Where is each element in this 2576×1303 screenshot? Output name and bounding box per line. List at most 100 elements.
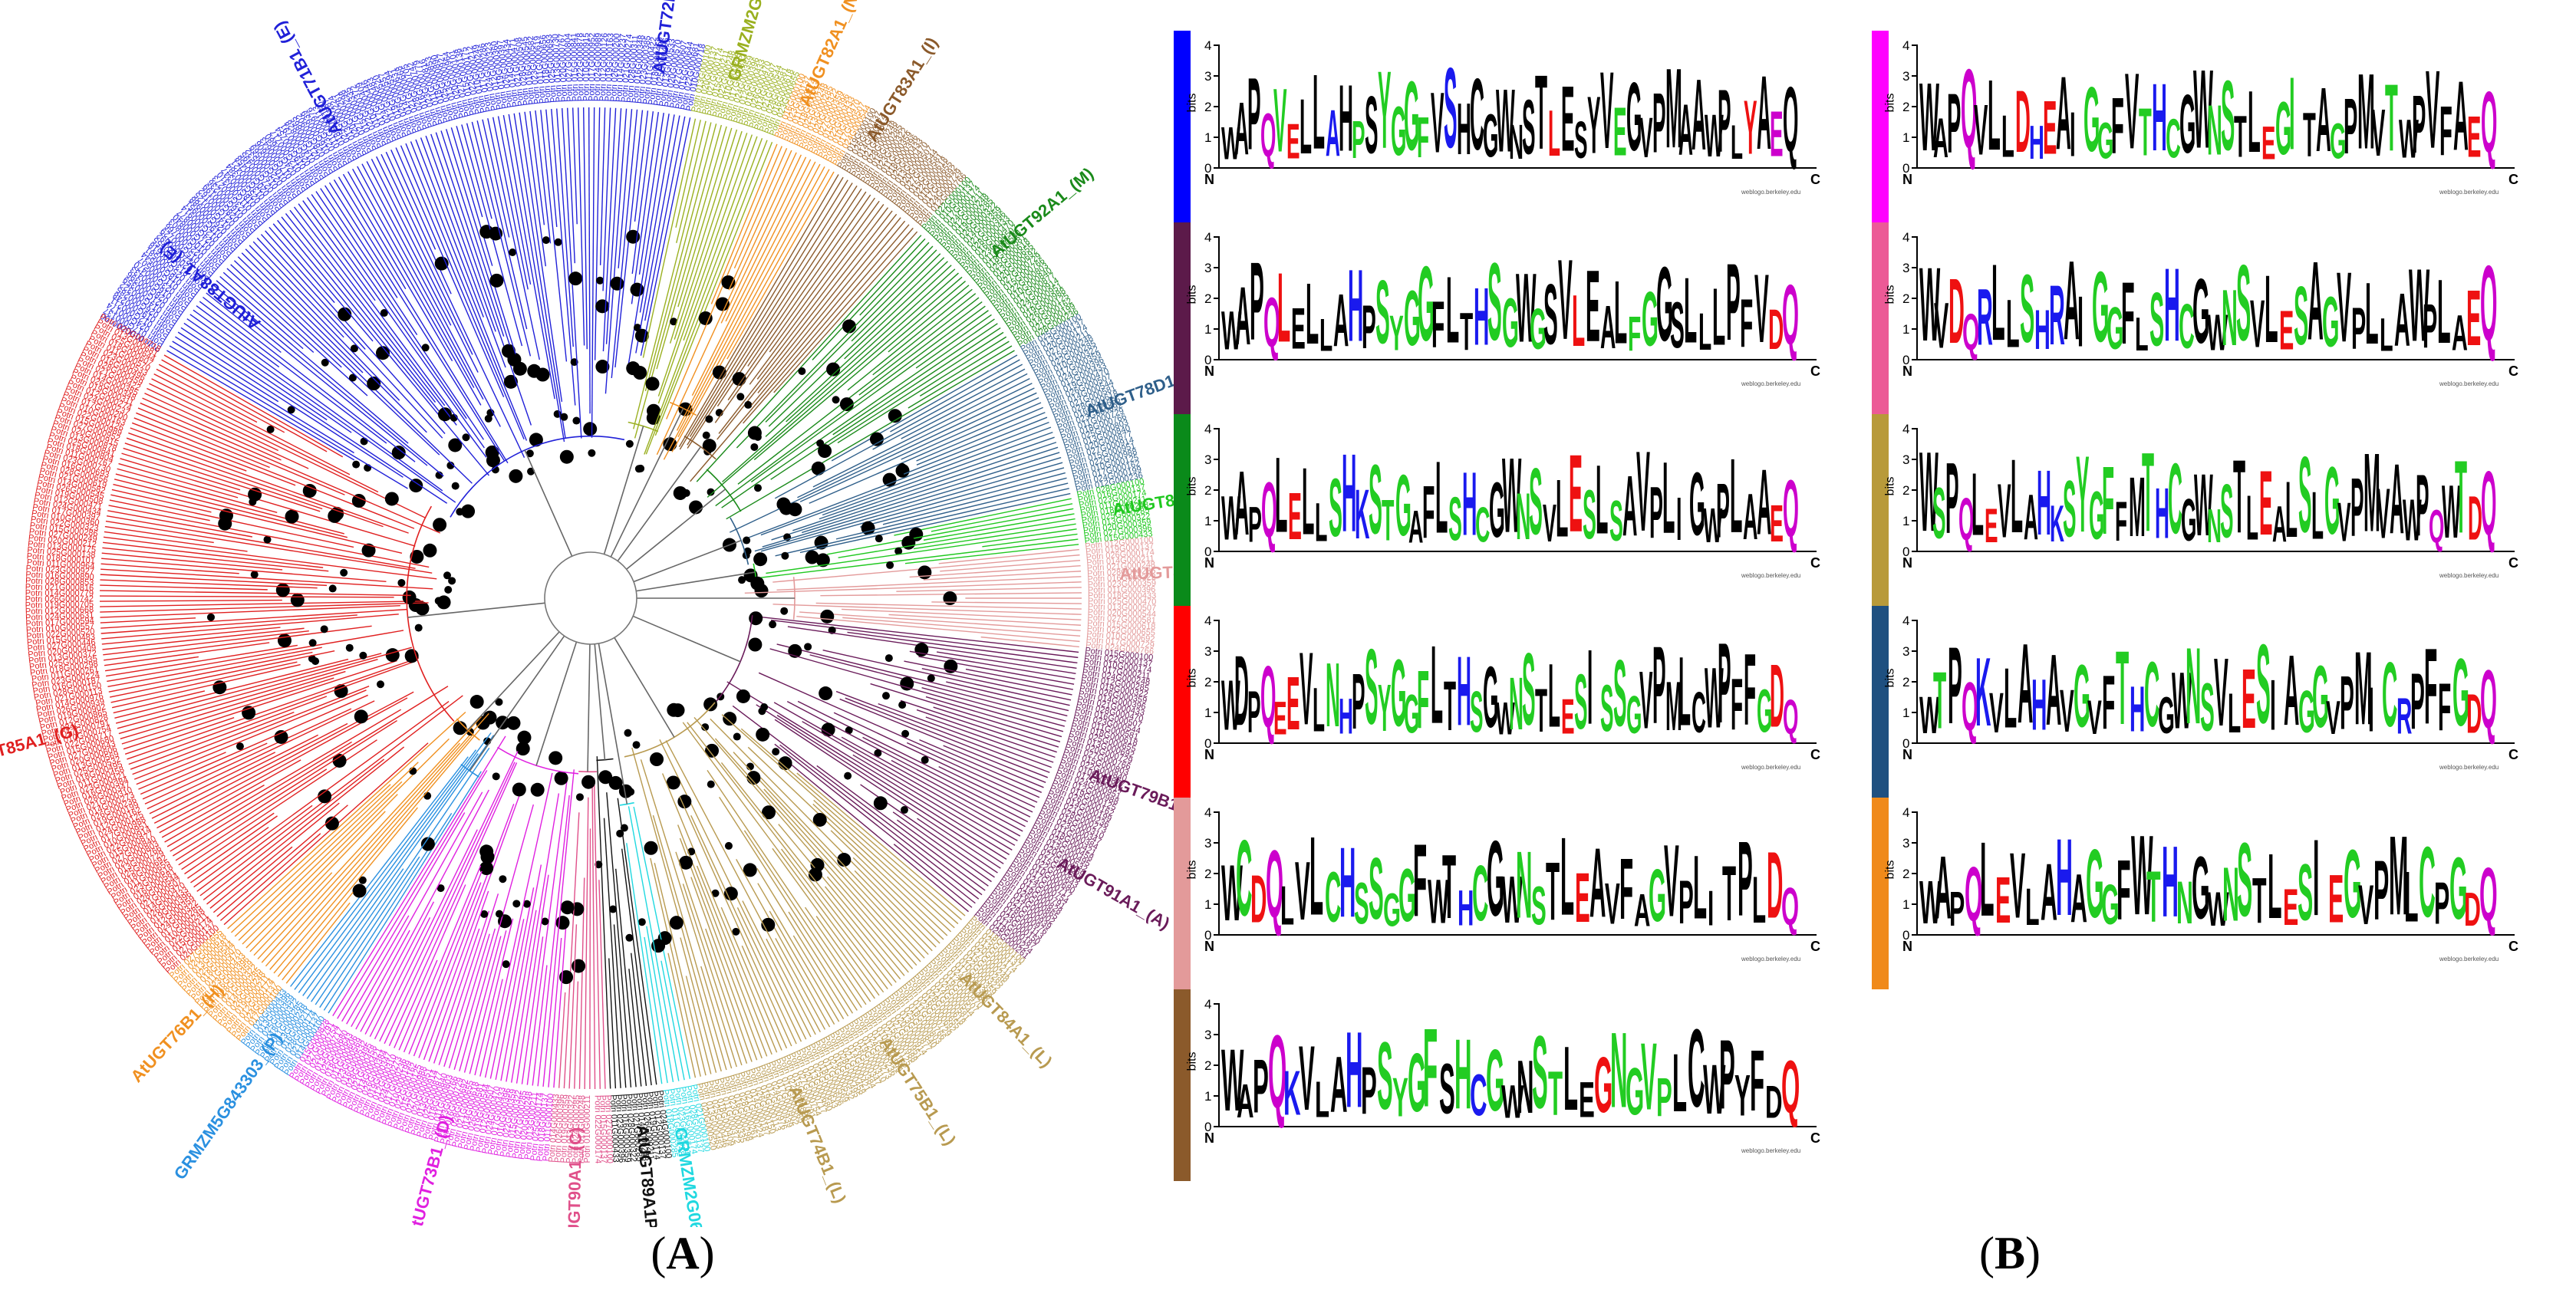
bootstrap-node — [820, 610, 834, 624]
tree-branch — [748, 192, 866, 366]
logo-letter: H — [2031, 670, 2041, 742]
logo-letter: H — [1339, 834, 1350, 934]
y-tick-mark — [1912, 742, 1917, 744]
logo-letter: S — [2237, 829, 2248, 934]
logo-letter: T — [2142, 438, 2150, 551]
y-tick-mark — [1214, 1003, 1219, 1005]
bootstrap-node — [736, 689, 750, 703]
weblogo-credit: weblogo.berkeley.edu — [2439, 572, 2499, 579]
logo-letter: V — [2326, 695, 2336, 742]
logo-letter: G — [2298, 683, 2308, 742]
bootstrap-node — [743, 537, 750, 545]
y-tick-label: 2 — [1902, 675, 1909, 690]
bootstrap-node — [703, 432, 710, 439]
logo-letter: G — [1404, 281, 1414, 359]
weblogo-credit: weblogo.berkeley.edu — [1741, 764, 1800, 771]
logo-letter: P — [1652, 82, 1661, 167]
tree-branch — [589, 107, 590, 413]
logo-letter: G — [2344, 837, 2355, 934]
logo-letter: G — [1489, 472, 1498, 551]
y-tick-mark — [1214, 650, 1219, 652]
tree-branch — [102, 627, 281, 644]
logo-letter: T — [1933, 661, 1943, 742]
tree-branch — [512, 794, 559, 1083]
bootstrap-node — [275, 730, 288, 744]
logo-letter: P — [1253, 1050, 1265, 1126]
logo-letter: L — [1315, 496, 1324, 551]
bootstrap-node — [754, 484, 762, 492]
logo-letter: V — [1299, 1034, 1311, 1126]
tree-branch — [654, 863, 706, 1075]
bootstrap-node — [625, 934, 633, 942]
tree-branch — [525, 112, 545, 266]
tree-branch — [194, 702, 450, 887]
logo-letter: P — [1247, 64, 1256, 167]
bootstrap-node — [479, 844, 493, 858]
tree-branch — [658, 133, 746, 396]
logo-letters: WAPQVLLDHEAIGGFVTHCGWNSTLEGITAGPMVTWPVFA… — [1919, 52, 2502, 167]
logo-letter: L — [1614, 269, 1624, 359]
logo-letter: L — [1972, 462, 1980, 551]
bootstrap-node — [513, 362, 527, 376]
tree-branch — [672, 169, 829, 452]
group-color-bar — [1174, 798, 1191, 989]
logo-letter: P — [1948, 633, 1958, 742]
logo-letter: I — [2289, 64, 2298, 167]
y-tick-mark — [1214, 520, 1219, 522]
y-tick-mark — [1214, 811, 1219, 813]
logo-letter: L — [1280, 879, 1291, 934]
bootstrap-node — [667, 703, 680, 717]
bootstrap-node — [819, 686, 832, 700]
logo-letter: L — [1712, 278, 1722, 359]
logo-letter: L — [1300, 89, 1308, 167]
logo-letter: Q — [1783, 469, 1792, 551]
logo-letter: A — [1692, 66, 1700, 167]
bootstrap-node — [560, 450, 574, 464]
logo-letter: G — [1757, 681, 1765, 742]
tree-branch — [156, 369, 257, 422]
logo-letter: Q — [1962, 307, 1973, 359]
bootstrap-node — [758, 707, 766, 715]
logo-letter: V — [1600, 58, 1609, 167]
y-tick-label: 4 — [1902, 422, 1909, 437]
bootstrap-node — [435, 597, 443, 604]
logo-letter: G — [2074, 653, 2084, 742]
bootstrap-node — [633, 366, 647, 380]
tree-branch — [107, 630, 404, 681]
y-tick-mark — [1214, 489, 1219, 491]
logo-letter: T — [1382, 492, 1391, 551]
logo-letter: W — [2207, 886, 2219, 934]
tree-branch — [845, 262, 948, 359]
bootstrap-node — [832, 396, 840, 403]
sequence-logo: 4 3 2 1 0 bits W A P Q K V L A H P S Y G F S H C G W N S T L E G N G V P L C… — [1174, 989, 1864, 1181]
tree-branch — [822, 332, 1003, 449]
logo-letter: E — [1286, 667, 1295, 742]
y-tick-mark — [1912, 873, 1917, 874]
logo-letter: E — [1579, 1075, 1591, 1126]
y-axis-label: bits — [1185, 860, 1199, 880]
bootstrap-node — [499, 875, 506, 883]
logo-letter: L — [1548, 102, 1556, 167]
tree-branch — [611, 408, 683, 557]
logo-letter: L — [1563, 1035, 1576, 1126]
sequence-logo: 4 3 2 1 0 bits W S P Q L E V L A H K S Y G F F M T H C G W N S T L E A L S L… — [1872, 414, 2562, 606]
logo-letter: T — [1535, 61, 1543, 167]
logo-letter: E — [1561, 693, 1570, 742]
logo-letter: L — [1446, 265, 1456, 359]
weblogo-credit: weblogo.berkeley.edu — [2439, 764, 2499, 771]
logo-letter: G — [1642, 281, 1652, 359]
logo-letter: G — [1656, 253, 1666, 359]
y-tick-label: 2 — [1902, 291, 1909, 307]
logo-letter: W — [1705, 656, 1713, 742]
logo-letter: W — [1502, 444, 1511, 551]
logo-letter: S — [1365, 635, 1373, 742]
bootstrap-node — [596, 277, 604, 285]
logo-letter: G — [2158, 690, 2168, 742]
bootstrap-node — [874, 796, 888, 810]
tree-branch — [634, 541, 741, 582]
logo-letter: A — [1757, 457, 1766, 551]
logo-letter: E — [1288, 484, 1297, 551]
logo-letter: G — [2192, 267, 2203, 359]
logo-letter: V — [1543, 497, 1552, 551]
